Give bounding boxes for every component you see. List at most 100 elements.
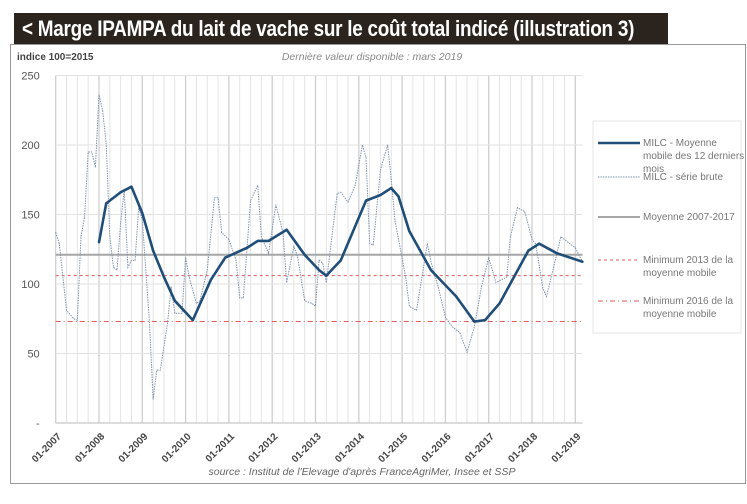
raw-series-point bbox=[517, 207, 518, 208]
raw-series-point bbox=[102, 109, 104, 111]
raw-series-point bbox=[574, 247, 576, 249]
raw-series-point bbox=[481, 286, 482, 288]
moving-average-point bbox=[429, 268, 433, 272]
raw-series-point bbox=[134, 259, 136, 261]
x-tick-label: 01-2012 bbox=[247, 431, 281, 465]
raw-series-point bbox=[488, 257, 490, 258]
moving-average-point bbox=[141, 211, 144, 215]
moving-average-point bbox=[483, 318, 487, 322]
chart-source: source : Institut de l'Elevage d'après F… bbox=[209, 466, 516, 478]
raw-series-point bbox=[311, 303, 313, 304]
raw-series-point bbox=[131, 259, 132, 261]
raw-series-point bbox=[408, 305, 410, 307]
raw-series-point bbox=[560, 236, 562, 238]
raw-series-point bbox=[250, 200, 251, 202]
raw-series-point bbox=[531, 239, 533, 240]
raw-series-point bbox=[217, 197, 219, 199]
x-tick-label: 01-2010 bbox=[160, 431, 194, 465]
raw-series-point bbox=[293, 246, 295, 247]
y-tick-label: 200 bbox=[21, 140, 39, 152]
raw-series-point bbox=[84, 216, 85, 218]
raw-series-point bbox=[159, 369, 161, 371]
x-tick-label: 01-2011 bbox=[204, 431, 238, 465]
moving-average-point bbox=[390, 186, 393, 190]
x-tick-label: 01-2019 bbox=[550, 431, 584, 465]
raw-series-point bbox=[535, 243, 537, 245]
x-tick-label: 01-2018 bbox=[506, 431, 540, 465]
raw-series-point bbox=[542, 287, 544, 289]
raw-series-point bbox=[416, 310, 417, 311]
raw-series-point bbox=[188, 276, 190, 278]
raw-series-point bbox=[430, 261, 432, 263]
moving-average-point bbox=[224, 256, 227, 259]
x-tick-label: 01-2007 bbox=[30, 431, 64, 465]
x-tick-label: 01-2015 bbox=[376, 431, 410, 465]
y-tick-label: 100 bbox=[21, 279, 39, 291]
raw-series-point bbox=[466, 351, 468, 353]
moving-average-point bbox=[455, 295, 458, 298]
moving-average-point bbox=[538, 242, 541, 245]
raw-series-point bbox=[174, 312, 176, 314]
moving-average-point bbox=[191, 318, 195, 322]
x-tick-label: 01-2013 bbox=[290, 431, 324, 465]
moving-average-point bbox=[285, 228, 288, 231]
moving-average-point bbox=[581, 260, 584, 263]
moving-average-point bbox=[303, 253, 306, 257]
moving-average-point bbox=[267, 239, 270, 243]
raw-series-point bbox=[546, 296, 547, 297]
raw-series-point bbox=[426, 243, 428, 245]
raw-series-point bbox=[387, 144, 389, 146]
raw-series-point bbox=[76, 319, 78, 321]
moving-average-point bbox=[317, 268, 321, 272]
raw-series-point bbox=[116, 269, 118, 271]
raw-series-point bbox=[347, 201, 349, 203]
raw-series-point bbox=[365, 157, 367, 158]
legend-min2013-label: Minimum 2013 de la moyenne mobile bbox=[643, 255, 734, 279]
raw-series-point bbox=[149, 322, 150, 324]
raw-series-point bbox=[94, 166, 96, 168]
raw-series-point bbox=[87, 151, 89, 153]
raw-series-point bbox=[325, 282, 327, 284]
raw-series-point bbox=[206, 269, 208, 271]
x-tick-label: 01-2016 bbox=[420, 431, 454, 465]
x-tick-label: 01-2017 bbox=[463, 431, 497, 465]
raw-series-point bbox=[235, 259, 237, 261]
raw-series-point bbox=[509, 236, 511, 238]
raw-series-point bbox=[567, 241, 569, 243]
raw-series-point bbox=[91, 151, 93, 153]
raw-series-point bbox=[257, 184, 259, 186]
y-tick-label: 250 bbox=[21, 71, 39, 83]
raw-series-point bbox=[362, 144, 363, 146]
moving-average-point bbox=[527, 249, 530, 252]
raw-series-point bbox=[98, 94, 100, 96]
raw-series-point bbox=[437, 286, 439, 288]
moving-average-point bbox=[339, 259, 342, 262]
raw-series-point bbox=[336, 193, 338, 195]
raw-series-point bbox=[105, 143, 107, 145]
raw-series-point bbox=[297, 255, 298, 257]
raw-series-point bbox=[260, 236, 262, 238]
raw-series-point bbox=[152, 398, 154, 400]
raw-series-point bbox=[268, 253, 269, 254]
raw-series-point bbox=[58, 243, 60, 245]
raw-series-point bbox=[156, 369, 158, 371]
moving-average-point bbox=[473, 320, 476, 323]
raw-series-point bbox=[304, 300, 306, 302]
raw-series-point bbox=[66, 310, 67, 311]
y-tick-label: 150 bbox=[21, 210, 39, 222]
y-tick-label: 50 bbox=[27, 349, 39, 361]
raw-series-point bbox=[286, 282, 288, 284]
moving-average-point bbox=[105, 202, 108, 205]
raw-series-point bbox=[445, 316, 446, 318]
raw-series-point bbox=[73, 318, 75, 320]
raw-series-point bbox=[55, 232, 57, 233]
raw-series-point bbox=[553, 266, 555, 268]
moving-average-point bbox=[325, 274, 328, 277]
legend-average-label: Moyenne 2007-2017 bbox=[643, 212, 735, 223]
x-tick-label: 01-2008 bbox=[73, 431, 107, 465]
legend-min2016-label: Minimum 2016 de la moyenne mobile bbox=[643, 296, 734, 320]
chart-title: < Marge IPAMPA du lait de vache sur le c… bbox=[22, 16, 635, 41]
raw-series-point bbox=[120, 222, 122, 224]
raw-series-point bbox=[113, 266, 114, 268]
moving-average-point bbox=[245, 246, 249, 250]
